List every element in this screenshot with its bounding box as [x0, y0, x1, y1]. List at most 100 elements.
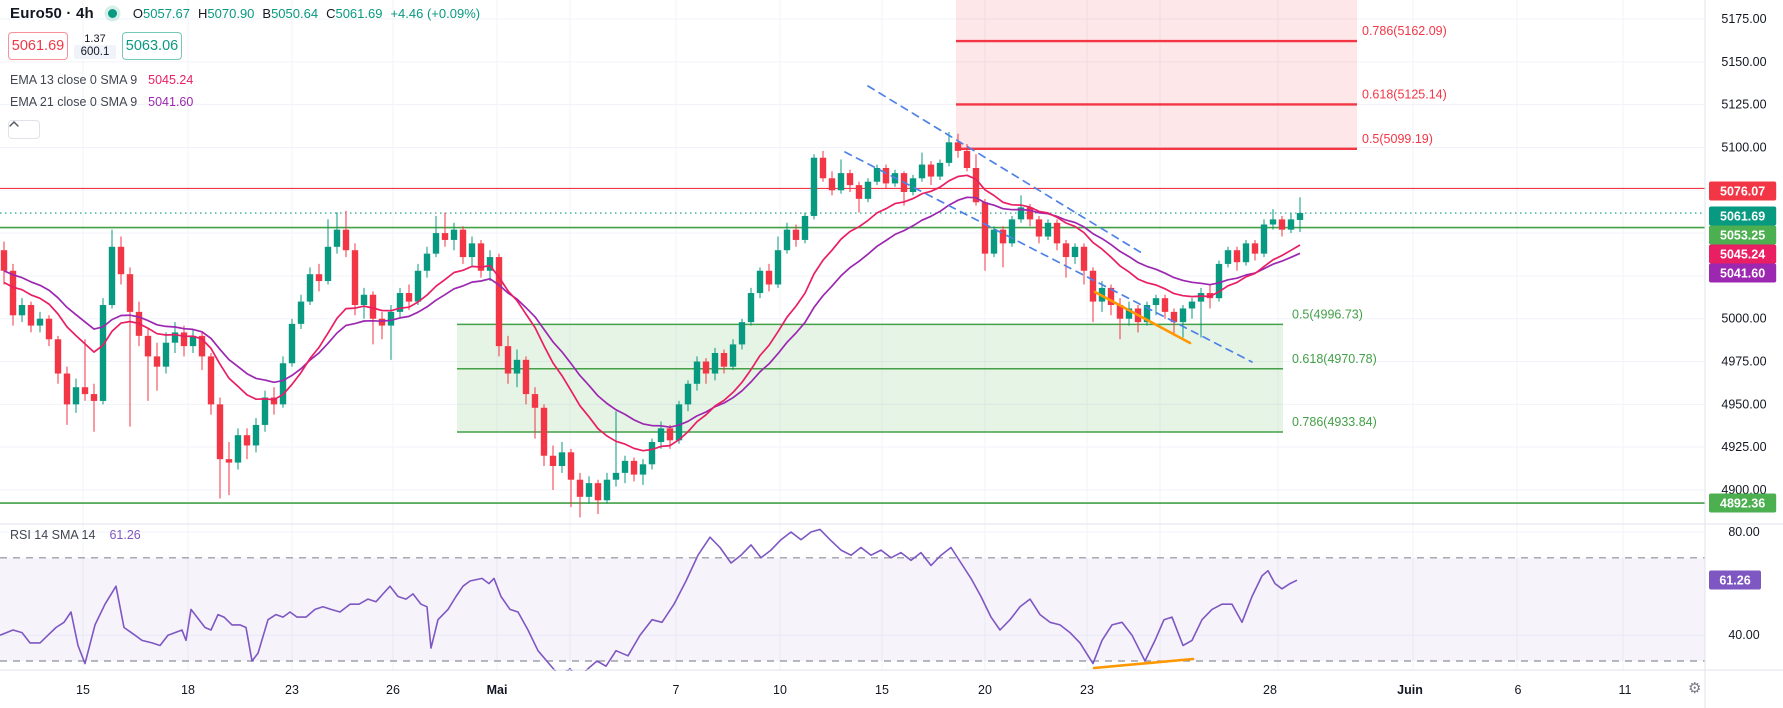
candle-body	[108, 246, 116, 306]
candle-body	[1008, 219, 1016, 244]
chart-legend: Euro50 · 4h O5057.67 H5070.90 B5050.64 C…	[10, 5, 480, 22]
fib-level-label: 0.5(4996.73)	[1292, 307, 1363, 321]
price-tick-label: 5125.00	[1721, 98, 1766, 112]
symbol-title[interactable]: Euro50 · 4h	[10, 5, 94, 22]
candle-body	[1269, 219, 1277, 225]
candle-body	[279, 363, 287, 405]
ema21-value: 5041.60	[148, 95, 194, 109]
trendline[interactable]	[844, 151, 1253, 363]
candle-body	[882, 168, 890, 184]
candle-body	[792, 229, 800, 240]
candle-body	[450, 229, 458, 240]
candle-body	[1017, 207, 1025, 220]
fib-zone	[956, 0, 1357, 149]
time-tick-label: 20	[978, 683, 992, 697]
price-badge	[1709, 244, 1777, 264]
candle-body	[513, 359, 521, 374]
candle-body	[90, 394, 98, 401]
candle-body	[1287, 219, 1295, 230]
indicator-legend-ema13[interactable]: EMA 13 close 0 SMA 9 5045.24	[10, 73, 193, 87]
low-value: 5050.64	[271, 6, 319, 21]
time-tick-label: Juin	[1397, 683, 1423, 697]
candle-body	[981, 202, 989, 254]
candle-body	[1233, 250, 1241, 263]
candle-body	[432, 233, 440, 254]
price-badge	[1709, 225, 1777, 245]
candle-body	[270, 397, 278, 405]
candle-body	[855, 185, 863, 199]
candle-body	[1053, 222, 1061, 244]
sell-button[interactable]: 5061.69	[8, 32, 68, 60]
candle-body	[1161, 298, 1169, 312]
axis-settings-gear-icon[interactable]: ⚙	[1688, 680, 1702, 697]
candle-body	[243, 435, 251, 446]
candle-body	[288, 323, 296, 364]
price-tick-label: 5000.00	[1721, 312, 1766, 326]
price-tick-label: 4900.00	[1721, 483, 1766, 497]
candle-body	[657, 428, 665, 443]
candle-body	[1152, 298, 1160, 306]
ohlc-readout: O5057.67 H5070.90 B5050.64 C5061.69 +4.4…	[133, 6, 480, 21]
candle-body	[333, 229, 341, 247]
candle-body	[1026, 207, 1034, 220]
candle-body	[72, 387, 80, 405]
ema13-value: 5045.24	[148, 73, 194, 87]
candle-body	[576, 479, 584, 497]
candle-body	[63, 373, 71, 405]
candle-body	[990, 229, 998, 254]
candle-body	[1179, 308, 1187, 323]
time-tick-label: Mai	[487, 683, 508, 697]
trendline[interactable]	[867, 85, 1146, 256]
trendline[interactable]	[1092, 657, 1195, 670]
indicator-legend-ema21[interactable]: EMA 21 close 0 SMA 9 5041.60	[10, 95, 193, 109]
trendline[interactable]	[1093, 290, 1192, 345]
change-value: +4.46 (+0.09%)	[390, 6, 481, 21]
fib-level-label: 0.618(4970.78)	[1292, 352, 1377, 366]
candle-body	[324, 246, 332, 282]
candle-body	[297, 301, 305, 324]
candle-body	[27, 305, 35, 326]
candle-body	[720, 352, 728, 367]
candle-body	[342, 229, 350, 251]
price-badge-label: 5053.25	[1720, 229, 1765, 243]
price-badge-label: 5076.07	[1720, 185, 1765, 199]
candle-body	[459, 229, 467, 258]
candle-body	[396, 293, 404, 312]
candle-body	[864, 181, 872, 199]
indicator-legend-rsi[interactable]: RSI 14 SMA 14 61.26	[10, 528, 141, 542]
candle-body	[603, 479, 611, 501]
candle-body	[189, 335, 197, 347]
candle-body	[540, 407, 548, 456]
candle-body	[1188, 301, 1196, 309]
price-tick-label: 5175.00	[1721, 12, 1766, 26]
collapse-legend-button[interactable]	[8, 120, 40, 139]
candle-body	[207, 356, 215, 405]
candle-body	[252, 424, 260, 446]
time-tick-label: 10	[773, 683, 787, 697]
candle-body	[765, 270, 773, 285]
candle-body	[918, 164, 926, 179]
buy-button[interactable]: 5063.06	[122, 32, 182, 60]
close-label: C	[326, 6, 336, 21]
candle-body	[693, 361, 701, 384]
candle-body	[351, 250, 359, 306]
candle-body	[963, 150, 971, 169]
candle-body	[873, 168, 881, 182]
time-tick-label: 15	[76, 683, 90, 697]
candle-body	[801, 215, 809, 240]
candle-body	[99, 305, 107, 401]
candle-body	[405, 293, 413, 302]
candle-body	[1197, 293, 1205, 302]
candle-body	[927, 164, 935, 177]
candle-body	[612, 472, 620, 480]
time-tick-label: 18	[181, 683, 195, 697]
price-tick-label: 4925.00	[1721, 440, 1766, 454]
candle-body	[774, 250, 782, 285]
price-badge-label: 5041.60	[1720, 267, 1765, 281]
candle-body	[468, 243, 476, 258]
candle-body	[1278, 219, 1286, 230]
time-axis-area	[0, 671, 1783, 708]
ema13-label: EMA 13 close 0 SMA 9	[10, 73, 138, 87]
candle-body	[621, 460, 629, 473]
